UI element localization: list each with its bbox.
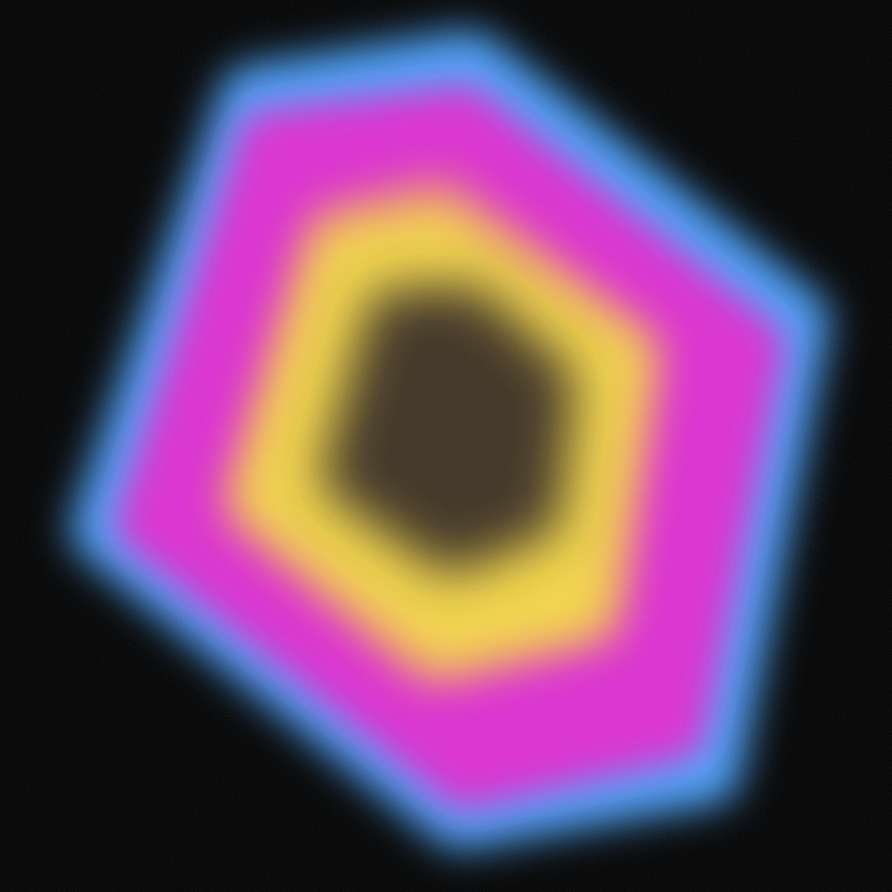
glow-canvas: [0, 0, 892, 892]
film-grain-overlay: [0, 0, 892, 892]
glow-artwork: [0, 0, 892, 892]
